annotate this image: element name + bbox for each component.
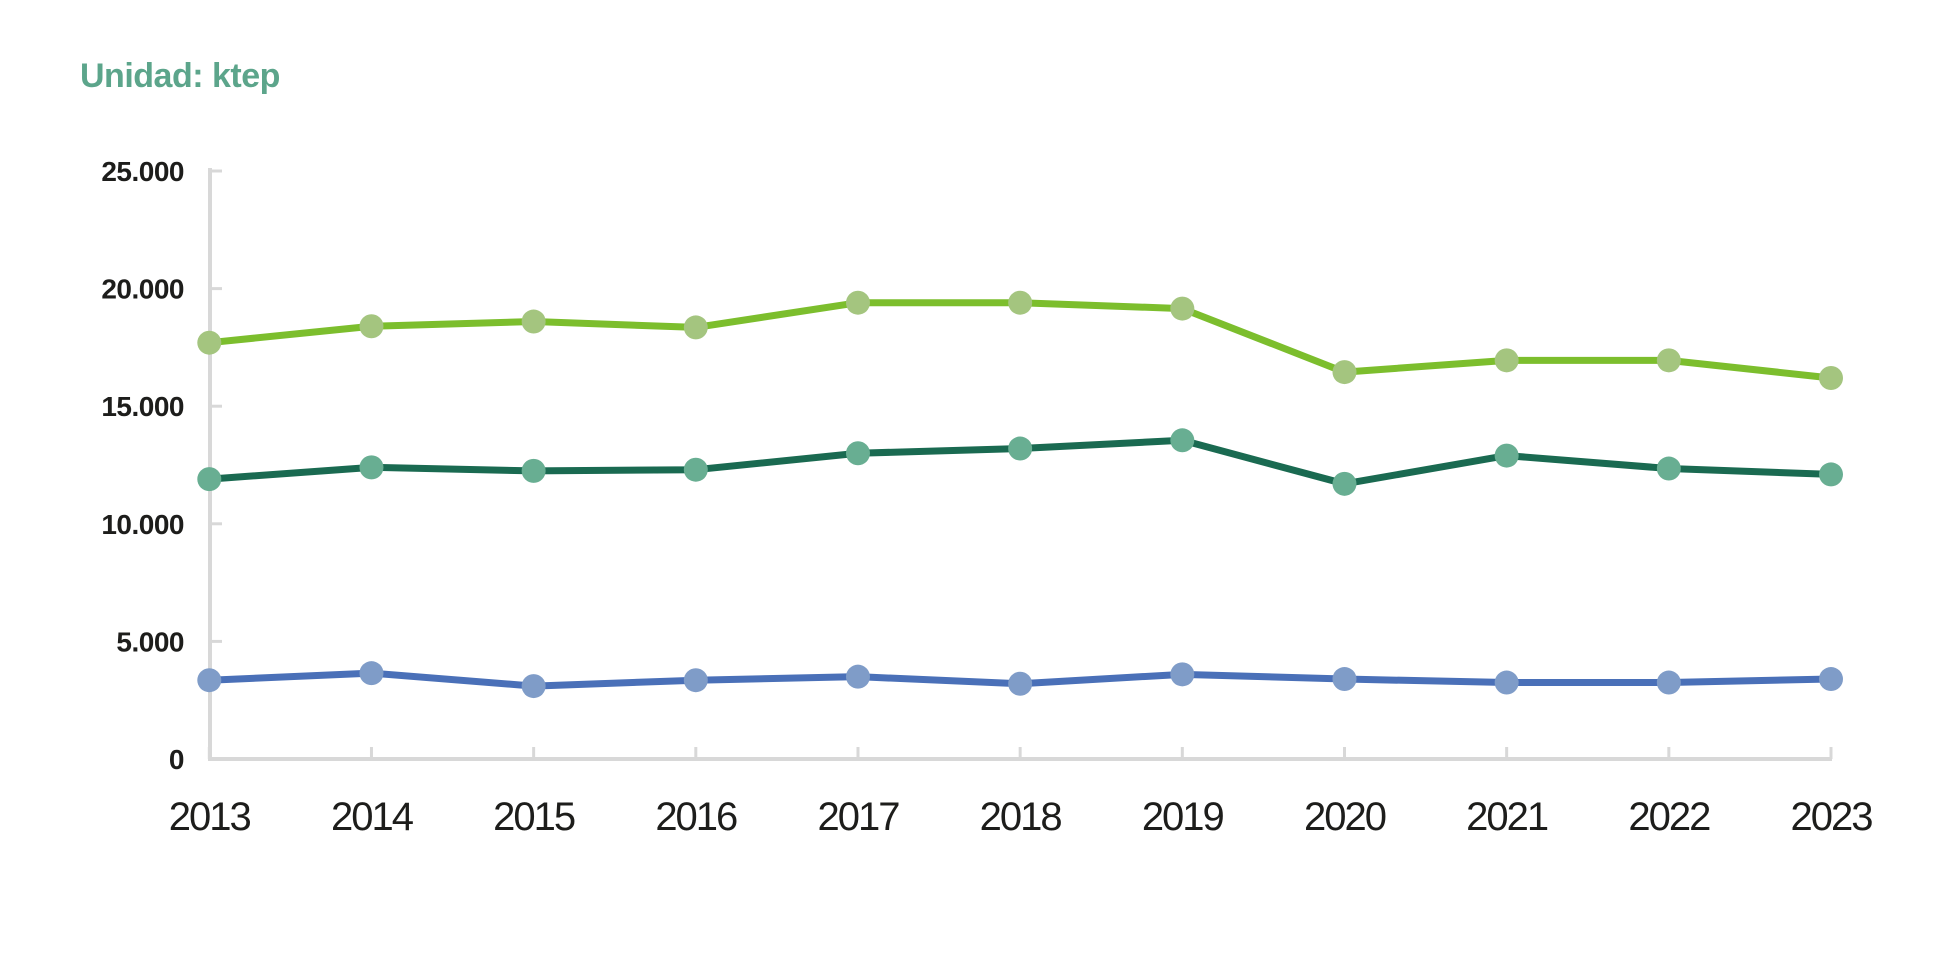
x-axis-label-2014: 2014 xyxy=(331,795,414,839)
y-tick-label: 25.000 xyxy=(101,156,184,187)
x-axis-label-2019: 2019 xyxy=(1142,795,1224,839)
y-tick-label: 10.000 xyxy=(101,509,184,540)
series-light-green-point-2019 xyxy=(1170,296,1195,321)
x-axis-label-2018: 2018 xyxy=(980,795,1062,839)
series-light-green-point-2023 xyxy=(1819,365,1843,390)
series-dark-green-point-2018 xyxy=(1008,436,1033,461)
x-axis-label-2016: 2016 xyxy=(655,795,737,839)
y-tick-label: 20.000 xyxy=(101,274,184,305)
x-axis-label-2021: 2021 xyxy=(1466,795,1548,839)
chart-unit-label: Unidad: ktep xyxy=(80,57,280,95)
series-light-green-point-2017 xyxy=(845,290,870,315)
series-blue-point-2020 xyxy=(1332,667,1357,692)
y-tick-label: 0 xyxy=(169,744,184,775)
series-dark-green-point-2016 xyxy=(683,457,708,482)
series-blue-point-2023 xyxy=(1819,667,1843,692)
series-dark-green-point-2014 xyxy=(359,455,384,480)
series-dark-green-point-2023 xyxy=(1819,462,1843,487)
x-axis-label-2020: 2020 xyxy=(1304,795,1386,839)
series-blue-point-2019 xyxy=(1170,662,1195,687)
series-blue-point-2022 xyxy=(1656,670,1681,695)
series-dark-green-point-2022 xyxy=(1656,456,1681,481)
x-axis-label-2013: 2013 xyxy=(169,795,251,839)
series-light-green-point-2013 xyxy=(197,330,222,355)
series-light-green-point-2014 xyxy=(359,314,384,339)
series-dark-green-point-2021 xyxy=(1494,443,1519,468)
series-blue-point-2015 xyxy=(521,674,546,699)
series-light-green-point-2015 xyxy=(521,309,546,334)
y-tick-label: 5.000 xyxy=(116,626,184,657)
series-light-green-point-2018 xyxy=(1008,290,1033,315)
series-blue-point-2021 xyxy=(1494,670,1519,695)
x-axis-label-2022: 2022 xyxy=(1628,795,1710,839)
series-dark-green-point-2019 xyxy=(1170,428,1195,453)
y-tick-label: 15.000 xyxy=(101,391,184,422)
series-dark-green-point-2017 xyxy=(845,441,870,466)
series-dark-green-point-2020 xyxy=(1332,471,1357,496)
series-blue-point-2014 xyxy=(359,661,384,686)
series-blue-point-2016 xyxy=(683,668,708,693)
x-axis-label-2023: 2023 xyxy=(1791,795,1873,839)
series-dark-green-point-2015 xyxy=(521,458,546,483)
series-light-green-point-2022 xyxy=(1656,348,1681,373)
x-axis-label-2015: 2015 xyxy=(493,795,575,839)
series-blue-point-2017 xyxy=(845,664,870,689)
series-blue-point-2018 xyxy=(1008,671,1033,696)
x-axis-label-2017: 2017 xyxy=(817,795,899,839)
series-light-green-point-2020 xyxy=(1332,360,1357,385)
series-light-green-point-2021 xyxy=(1494,348,1519,373)
series-blue-point-2013 xyxy=(197,668,222,693)
series-light-green-point-2016 xyxy=(683,315,708,340)
series-dark-green-point-2013 xyxy=(197,467,222,492)
